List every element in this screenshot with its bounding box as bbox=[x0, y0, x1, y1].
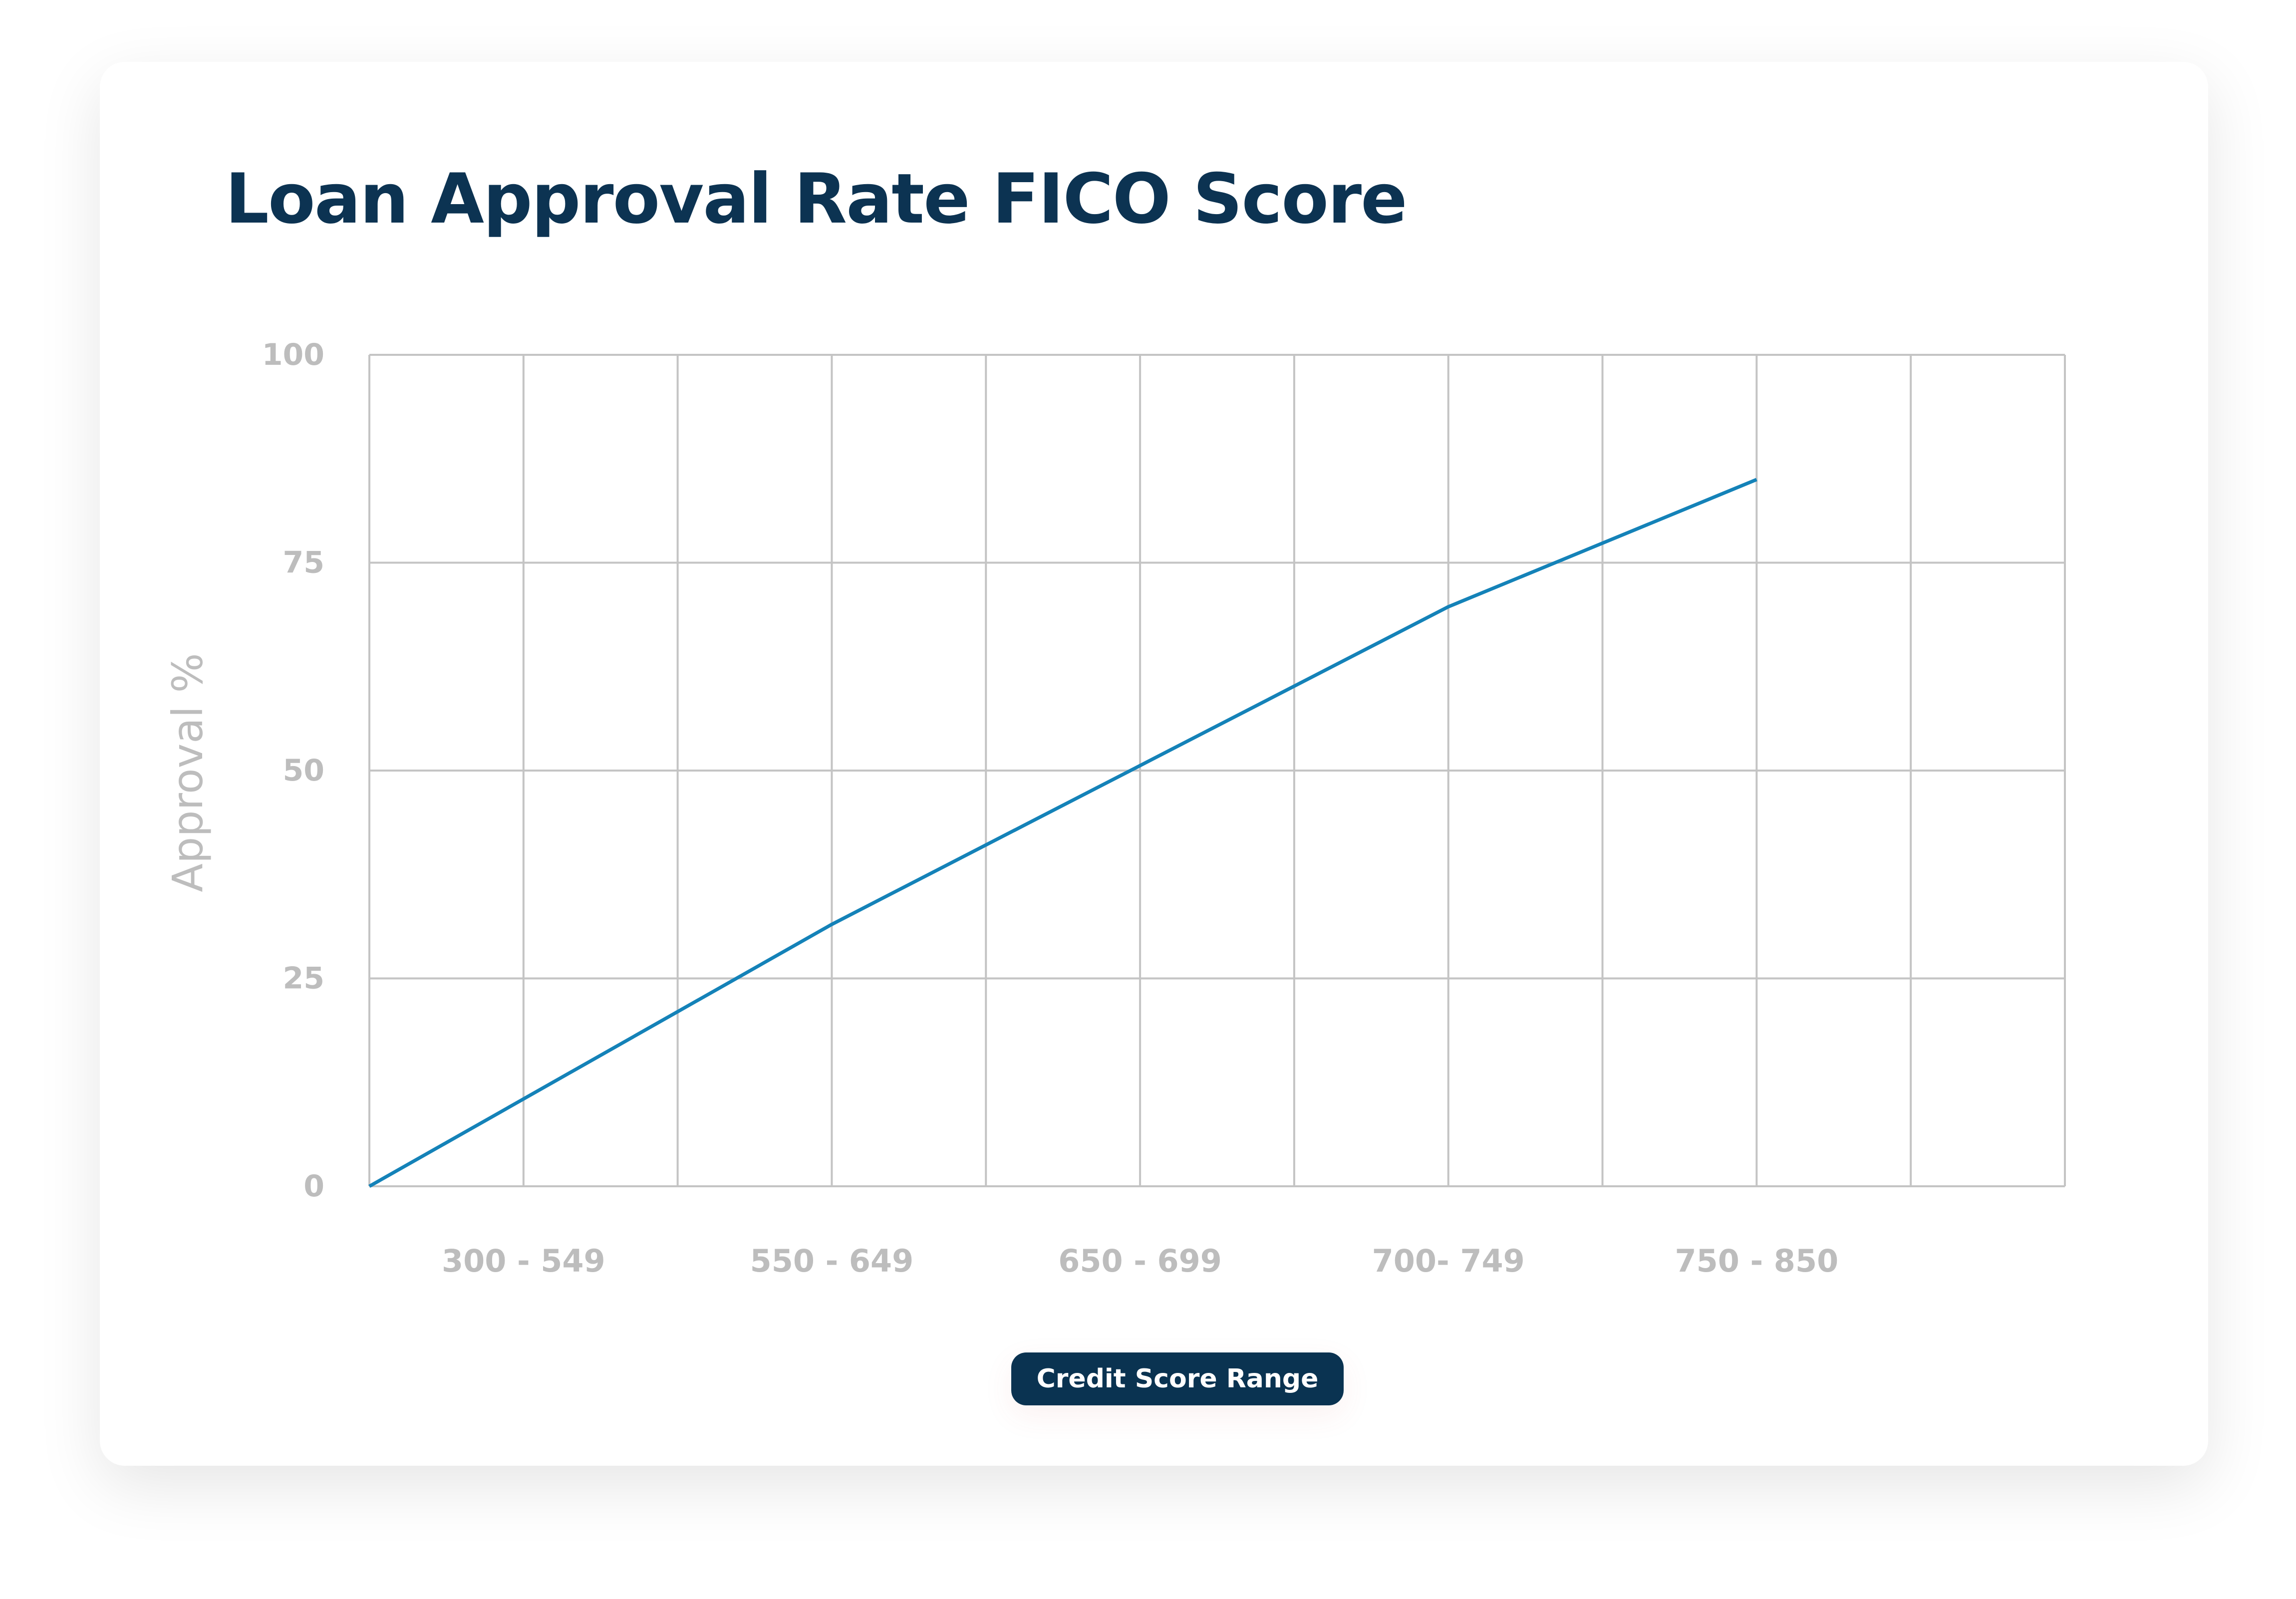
y-tick-label: 25 bbox=[283, 961, 325, 996]
x-tick-label: 550 - 649 bbox=[750, 1243, 914, 1279]
chart-card bbox=[100, 62, 2208, 1466]
y-axis-label: Approval % bbox=[163, 653, 212, 892]
y-tick-label: 50 bbox=[283, 753, 325, 788]
series-line bbox=[368, 478, 1757, 1188]
x-axis-label-button[interactable]: Credit Score Range bbox=[1011, 1352, 1344, 1405]
x-tick-label: 700- 749 bbox=[1372, 1243, 1525, 1279]
chart-title: Loan Approval Rate FICO Score bbox=[225, 159, 1408, 239]
y-tick-label: 75 bbox=[283, 545, 325, 580]
y-tick-label: 0 bbox=[303, 1169, 324, 1204]
x-tick-label: 750 - 850 bbox=[1675, 1243, 1838, 1279]
y-tick-label: 100 bbox=[262, 337, 324, 372]
x-tick-label: 650 - 699 bbox=[1058, 1243, 1222, 1279]
x-tick-label: 300 - 549 bbox=[442, 1243, 605, 1279]
